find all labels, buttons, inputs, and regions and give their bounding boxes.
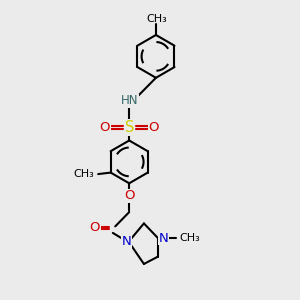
Text: O: O bbox=[148, 121, 159, 134]
Text: N: N bbox=[121, 235, 131, 248]
Text: N: N bbox=[159, 232, 169, 245]
Text: CH₃: CH₃ bbox=[179, 233, 200, 243]
Text: S: S bbox=[124, 120, 134, 135]
Text: CH₃: CH₃ bbox=[74, 169, 94, 179]
Text: O: O bbox=[100, 121, 110, 134]
Text: O: O bbox=[89, 221, 100, 234]
Text: O: O bbox=[124, 189, 134, 202]
Text: HN: HN bbox=[120, 94, 138, 107]
Text: CH₃: CH₃ bbox=[146, 14, 167, 24]
